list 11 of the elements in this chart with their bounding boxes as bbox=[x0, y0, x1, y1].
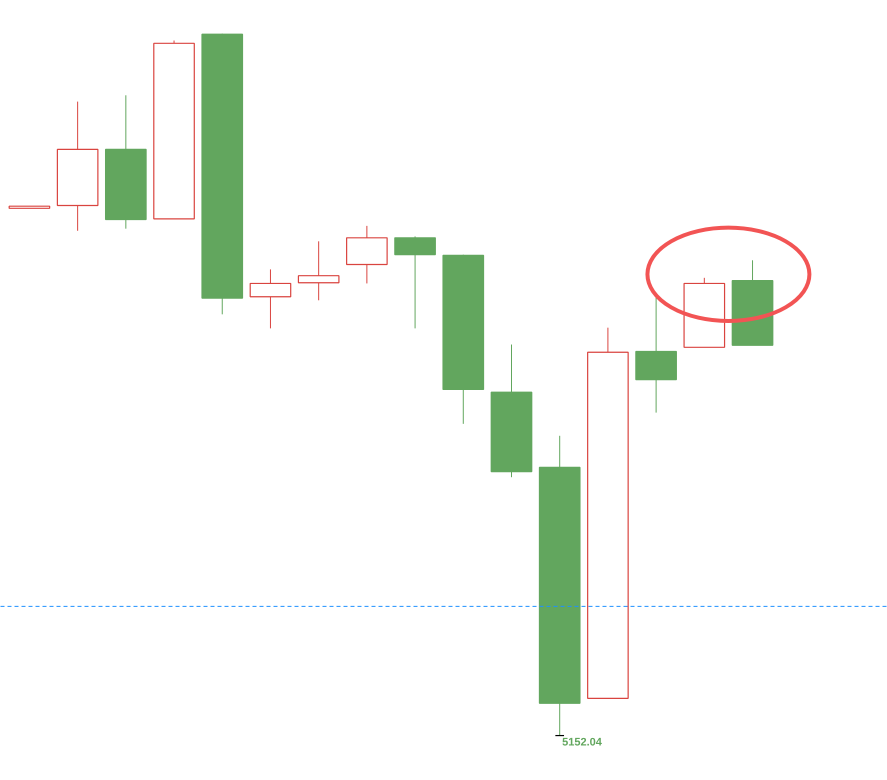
candlestick bbox=[346, 225, 388, 284]
candlestick bbox=[250, 268, 292, 329]
candlestick bbox=[8, 206, 50, 209]
candlestick bbox=[587, 327, 629, 699]
candlestick bbox=[56, 101, 98, 232]
candlestick bbox=[104, 94, 147, 230]
candlestick bbox=[683, 277, 726, 348]
candlestick bbox=[732, 260, 774, 346]
candlestick bbox=[490, 344, 532, 478]
text: 5152.04 bbox=[562, 736, 603, 749]
candlestick bbox=[298, 240, 340, 301]
